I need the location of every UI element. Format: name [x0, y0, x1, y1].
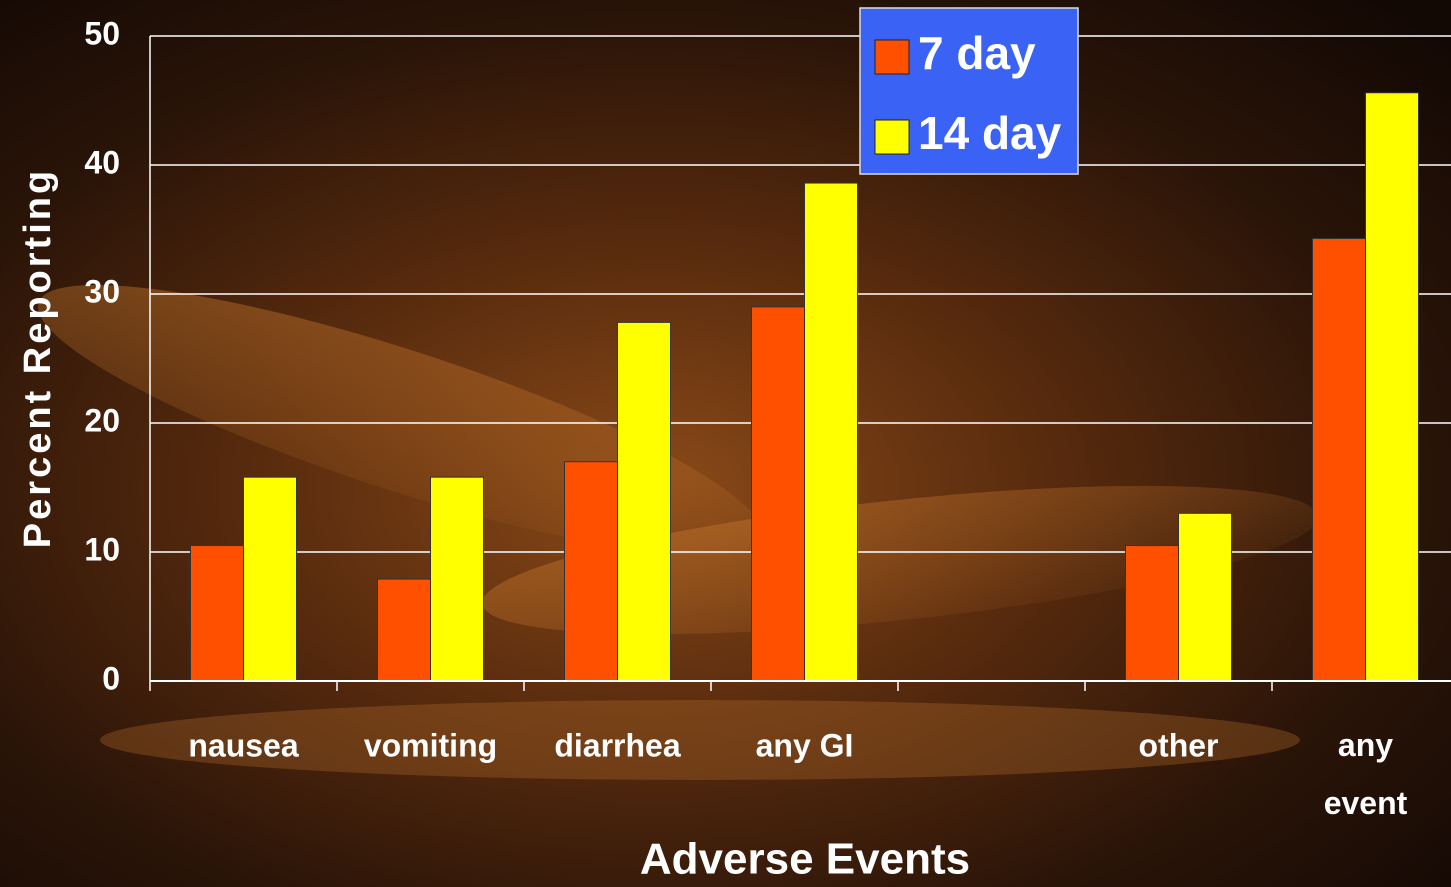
legend-label: 7 day [918, 27, 1036, 79]
bar [1179, 513, 1232, 681]
bar [191, 546, 244, 681]
bar [752, 307, 805, 681]
bar [431, 477, 484, 681]
y-tick-label: 0 [102, 660, 120, 696]
y-tick-label: 50 [84, 15, 120, 51]
x-tick-label: nausea [188, 727, 298, 763]
x-tick-label: other [1139, 727, 1219, 763]
bar [618, 322, 671, 681]
bar [1313, 239, 1366, 681]
bar [805, 183, 858, 681]
y-tick-label: 30 [84, 273, 120, 309]
y-tick-label: 10 [84, 531, 120, 567]
bar [1366, 93, 1419, 681]
x-tick-label: any GI [756, 727, 854, 763]
y-tick-label: 20 [84, 402, 120, 438]
x-tick-label: diarrhea [554, 727, 680, 763]
y-tick-label: 40 [84, 144, 120, 180]
page: {"chart_data": {"type": "bar", "x_label"… [0, 0, 1451, 887]
bar [1126, 546, 1179, 681]
legend-swatch [875, 40, 909, 74]
x-tick-label: vomiting [364, 727, 497, 763]
legend-label: 14 day [918, 107, 1062, 159]
chart: Percent Reporting Adverse Events 0 10 20 30… [0, 0, 1451, 887]
y-axis-title: Percent Reporting [17, 168, 59, 548]
bar [565, 462, 618, 681]
x-axis-title: Adverse Events [640, 835, 970, 884]
legend-swatch [875, 120, 909, 154]
bar [244, 477, 297, 681]
bar [378, 579, 431, 681]
